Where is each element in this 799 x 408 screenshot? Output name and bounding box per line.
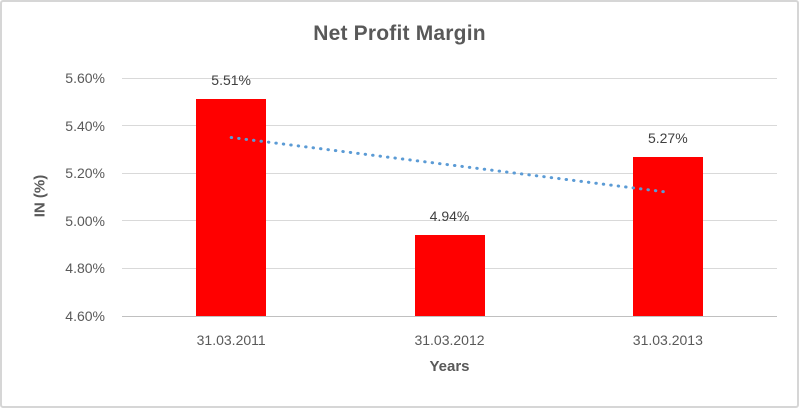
gridline — [122, 220, 777, 222]
y-tick-label: 4.80% — [65, 260, 105, 277]
bar-data-label: 4.94% — [429, 208, 470, 225]
y-tick-label: 4.60% — [65, 308, 105, 324]
bar — [632, 156, 703, 316]
x-tick-label: 31.03.2011 — [196, 332, 266, 348]
gridline — [122, 315, 777, 317]
gridline — [122, 125, 777, 127]
x-tick-label: 31.03.2013 — [632, 332, 703, 348]
bar — [196, 99, 267, 316]
bar-data-label: 5.51% — [211, 72, 251, 89]
y-tick-label: 5.00% — [65, 212, 105, 229]
chart-title: Net Profit Margin — [313, 22, 486, 45]
y-tick-label: 5.20% — [65, 165, 105, 182]
x-axis-title: Years — [429, 358, 470, 375]
trendline-path — [229, 136, 670, 194]
y-tick-label: 5.40% — [65, 117, 105, 134]
y-tick-label: 5.60% — [65, 70, 105, 86]
gridline — [122, 77, 777, 79]
bar — [414, 235, 485, 316]
bar-data-label: 5.27% — [647, 129, 688, 146]
x-tick-label: 31.03.2012 — [414, 332, 485, 348]
